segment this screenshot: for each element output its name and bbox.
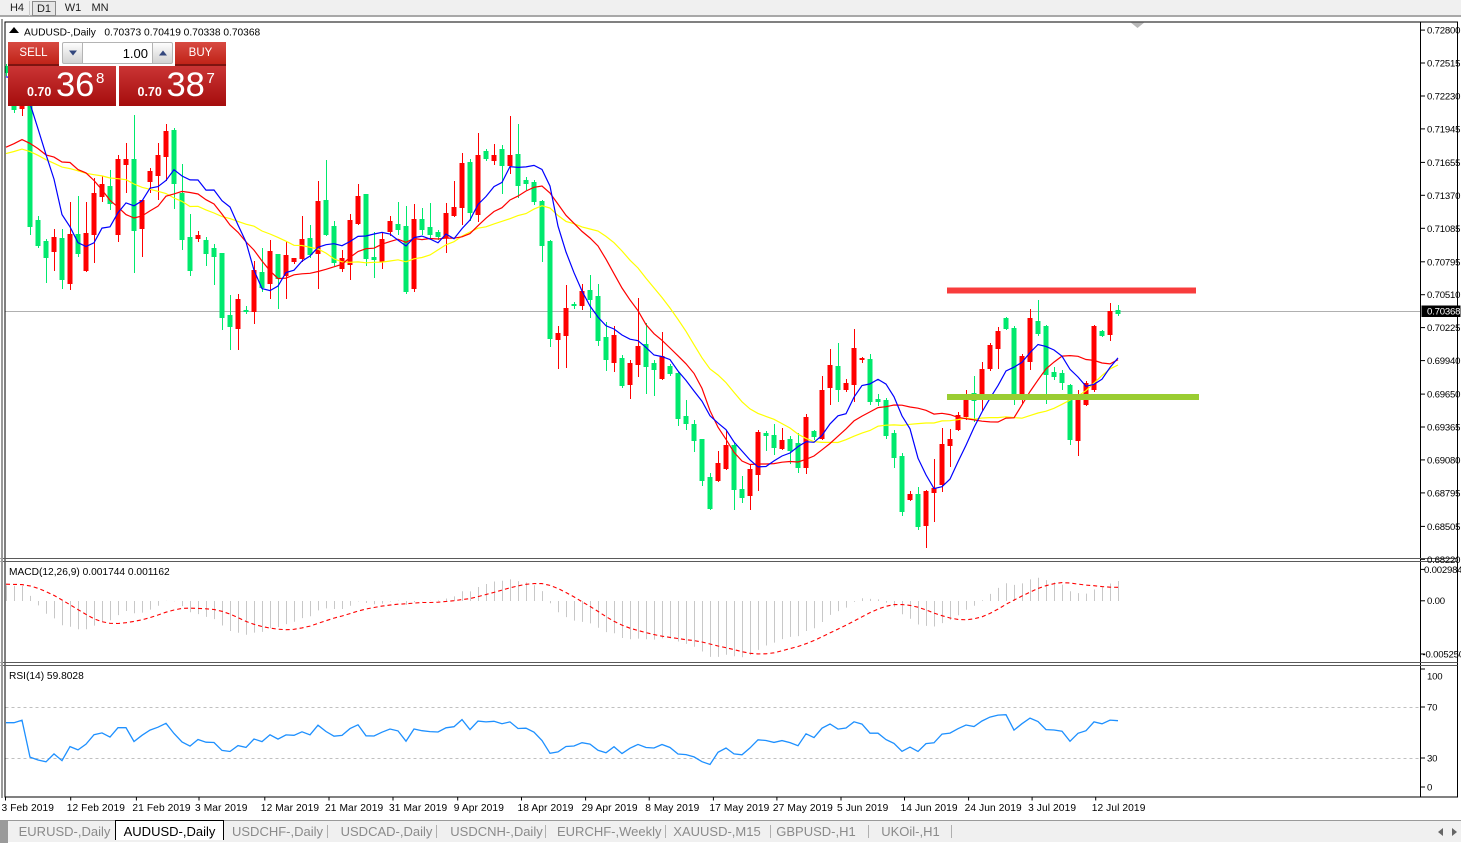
svg-text:17 May 2019: 17 May 2019 [709,803,769,814]
svg-text:AUDUSD-,Daily 0.70373 0.7041: AUDUSD-,Daily 0.70373 0.70419 0.70338 0.… [24,28,261,39]
svg-text:27 May 2019: 27 May 2019 [773,803,833,814]
svg-text:0.68795: 0.68795 [1427,488,1460,499]
svg-text:100: 100 [1427,671,1442,682]
svg-text:0.70510: 0.70510 [1427,290,1460,301]
svg-text:18 Apr 2019: 18 Apr 2019 [518,803,574,814]
svg-text:0.69365: 0.69365 [1427,423,1460,434]
svg-text:0.00: 0.00 [1427,596,1445,607]
svg-text:0.71370: 0.71370 [1427,191,1460,202]
svg-text:MACD(12,26,9) 0.001744 0.00116: MACD(12,26,9) 0.001744 0.001162 [9,567,170,578]
svg-text:3 Jul 2019: 3 Jul 2019 [1028,803,1076,814]
svg-text:0.70795: 0.70795 [1427,257,1460,268]
svg-text:0.72515: 0.72515 [1427,59,1460,70]
svg-text:0.72230: 0.72230 [1427,92,1460,103]
svg-text:0: 0 [1427,782,1432,793]
svg-text:0.71945: 0.71945 [1427,124,1460,135]
svg-text:31 Mar 2019: 31 Mar 2019 [389,803,448,814]
svg-text:8 May 2019: 8 May 2019 [645,803,699,814]
svg-text:0.71655: 0.71655 [1427,158,1460,169]
svg-text:9 Apr 2019: 9 Apr 2019 [454,803,505,814]
svg-text:30: 30 [1427,753,1437,764]
svg-text:29 Apr 2019: 29 Apr 2019 [582,803,638,814]
svg-text:14 Jun 2019: 14 Jun 2019 [901,803,958,814]
svg-text:0.70368: 0.70368 [1427,306,1460,317]
svg-text:RSI(14) 59.8028: RSI(14) 59.8028 [9,671,84,682]
svg-text:0.72800: 0.72800 [1427,26,1460,37]
svg-text:0.71085: 0.71085 [1427,224,1460,235]
svg-text:0.69650: 0.69650 [1427,390,1460,401]
svg-text:5 Jun 2019: 5 Jun 2019 [837,803,889,814]
svg-text:21 Mar 2019: 21 Mar 2019 [325,803,384,814]
svg-text:0.68505: 0.68505 [1427,522,1460,533]
svg-text:70: 70 [1427,702,1437,713]
svg-text:3 Mar 2019: 3 Mar 2019 [195,803,248,814]
svg-text:3 Feb 2019: 3 Feb 2019 [2,803,55,814]
svg-text:0.69940: 0.69940 [1427,356,1460,367]
svg-text:24 Jun 2019: 24 Jun 2019 [965,803,1022,814]
svg-text:0.70225: 0.70225 [1427,323,1460,334]
svg-text:21 Feb 2019: 21 Feb 2019 [132,803,191,814]
svg-text:12 Feb 2019: 12 Feb 2019 [67,803,126,814]
svg-text:-0.005250: -0.005250 [1423,649,1461,660]
svg-text:12 Jul 2019: 12 Jul 2019 [1092,803,1146,814]
svg-text:0.002984: 0.002984 [1424,565,1461,576]
svg-text:12 Mar 2019: 12 Mar 2019 [261,803,320,814]
svg-text:0.69080: 0.69080 [1427,455,1460,466]
